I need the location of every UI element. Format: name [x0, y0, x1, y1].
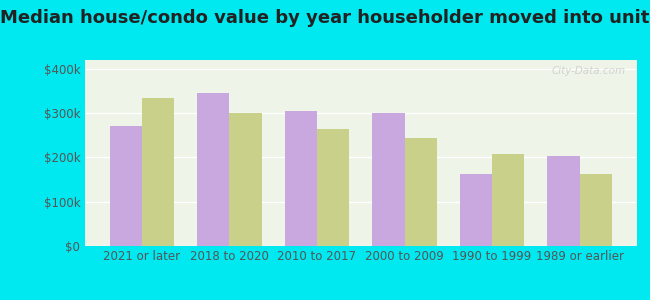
Text: City-Data.com: City-Data.com: [552, 66, 626, 76]
Text: Median house/condo value by year householder moved into unit: Median house/condo value by year househo…: [0, 9, 650, 27]
Bar: [229, 113, 262, 246]
Bar: [404, 137, 437, 246]
Bar: [197, 93, 229, 246]
Bar: [142, 98, 174, 246]
Bar: [285, 111, 317, 246]
Bar: [547, 156, 580, 246]
Bar: [492, 154, 525, 246]
Bar: [110, 126, 142, 246]
Bar: [460, 174, 492, 246]
Bar: [317, 129, 349, 246]
Bar: [580, 174, 612, 246]
Bar: [372, 113, 404, 246]
